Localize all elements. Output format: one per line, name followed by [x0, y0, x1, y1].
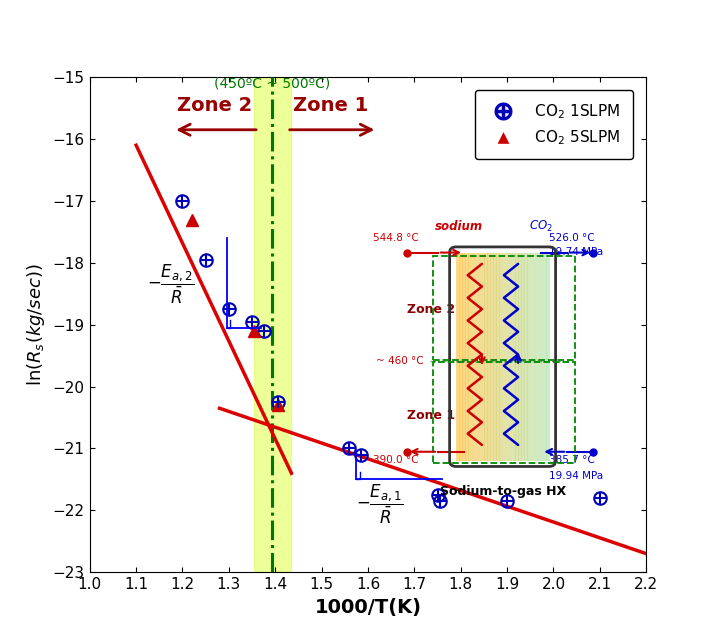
Bar — [468, 253, 472, 461]
Bar — [487, 253, 490, 461]
Text: $-\dfrac{E_{a,1}}{\bar{R}}$: $-\dfrac{E_{a,1}}{\bar{R}}$ — [356, 483, 404, 526]
Bar — [543, 253, 546, 461]
Bar — [528, 253, 531, 461]
Text: ~ 460 °C: ~ 460 °C — [376, 356, 424, 367]
Bar — [465, 253, 469, 461]
Text: (450ºC ~ 500ºC): (450ºC ~ 500ºC) — [214, 77, 330, 91]
Bar — [515, 253, 518, 461]
Bar — [460, 253, 463, 461]
Bar — [456, 253, 460, 461]
Text: 544.8 °C: 544.8 °C — [373, 233, 419, 243]
Text: Sodium-to-gas HX: Sodium-to-gas HX — [439, 485, 566, 498]
Bar — [521, 253, 525, 461]
Bar — [512, 253, 516, 461]
Text: 390.0 °C: 390.0 °C — [373, 455, 419, 465]
Y-axis label: $\ln(R_s(kg/sec))$: $\ln(R_s(kg/sec))$ — [25, 264, 47, 386]
Bar — [477, 253, 481, 461]
Bar — [524, 253, 528, 461]
Bar — [546, 253, 550, 461]
Bar — [518, 253, 522, 461]
Bar — [505, 253, 509, 461]
Text: Zone 2: Zone 2 — [407, 303, 455, 316]
Bar — [490, 253, 494, 461]
Text: 526.0 °C: 526.0 °C — [549, 233, 595, 243]
Text: 19.74 MPa: 19.74 MPa — [549, 247, 603, 257]
Text: $CO_2$: $CO_2$ — [529, 219, 554, 234]
Text: 385.7 °C: 385.7 °C — [549, 455, 595, 465]
Text: Zone 1: Zone 1 — [407, 409, 455, 422]
Bar — [509, 253, 513, 461]
Bar — [493, 253, 497, 461]
Bar — [500, 253, 503, 461]
X-axis label: 1000/T(K): 1000/T(K) — [314, 598, 421, 617]
Bar — [496, 253, 500, 461]
Bar — [484, 253, 488, 461]
Legend:   CO$_2$ 1SLPM,   CO$_2$ 5SLPM: CO$_2$ 1SLPM, CO$_2$ 5SLPM — [475, 90, 633, 159]
Text: sodium: sodium — [434, 220, 482, 233]
Text: 19.94 MPa: 19.94 MPa — [549, 471, 603, 481]
Bar — [254, 77, 292, 572]
Bar — [533, 253, 537, 461]
Bar — [503, 253, 506, 461]
Bar — [462, 253, 466, 461]
Bar — [481, 253, 485, 461]
Text: $-\dfrac{E_{a,2}}{\bar{R}}$: $-\dfrac{E_{a,2}}{\bar{R}}$ — [147, 263, 195, 306]
Text: Zone 1: Zone 1 — [293, 96, 368, 114]
Bar — [472, 253, 475, 461]
Bar — [475, 253, 478, 461]
Bar — [537, 253, 541, 461]
Text: Zone 2: Zone 2 — [177, 96, 253, 114]
Bar — [540, 253, 544, 461]
Bar — [531, 253, 534, 461]
